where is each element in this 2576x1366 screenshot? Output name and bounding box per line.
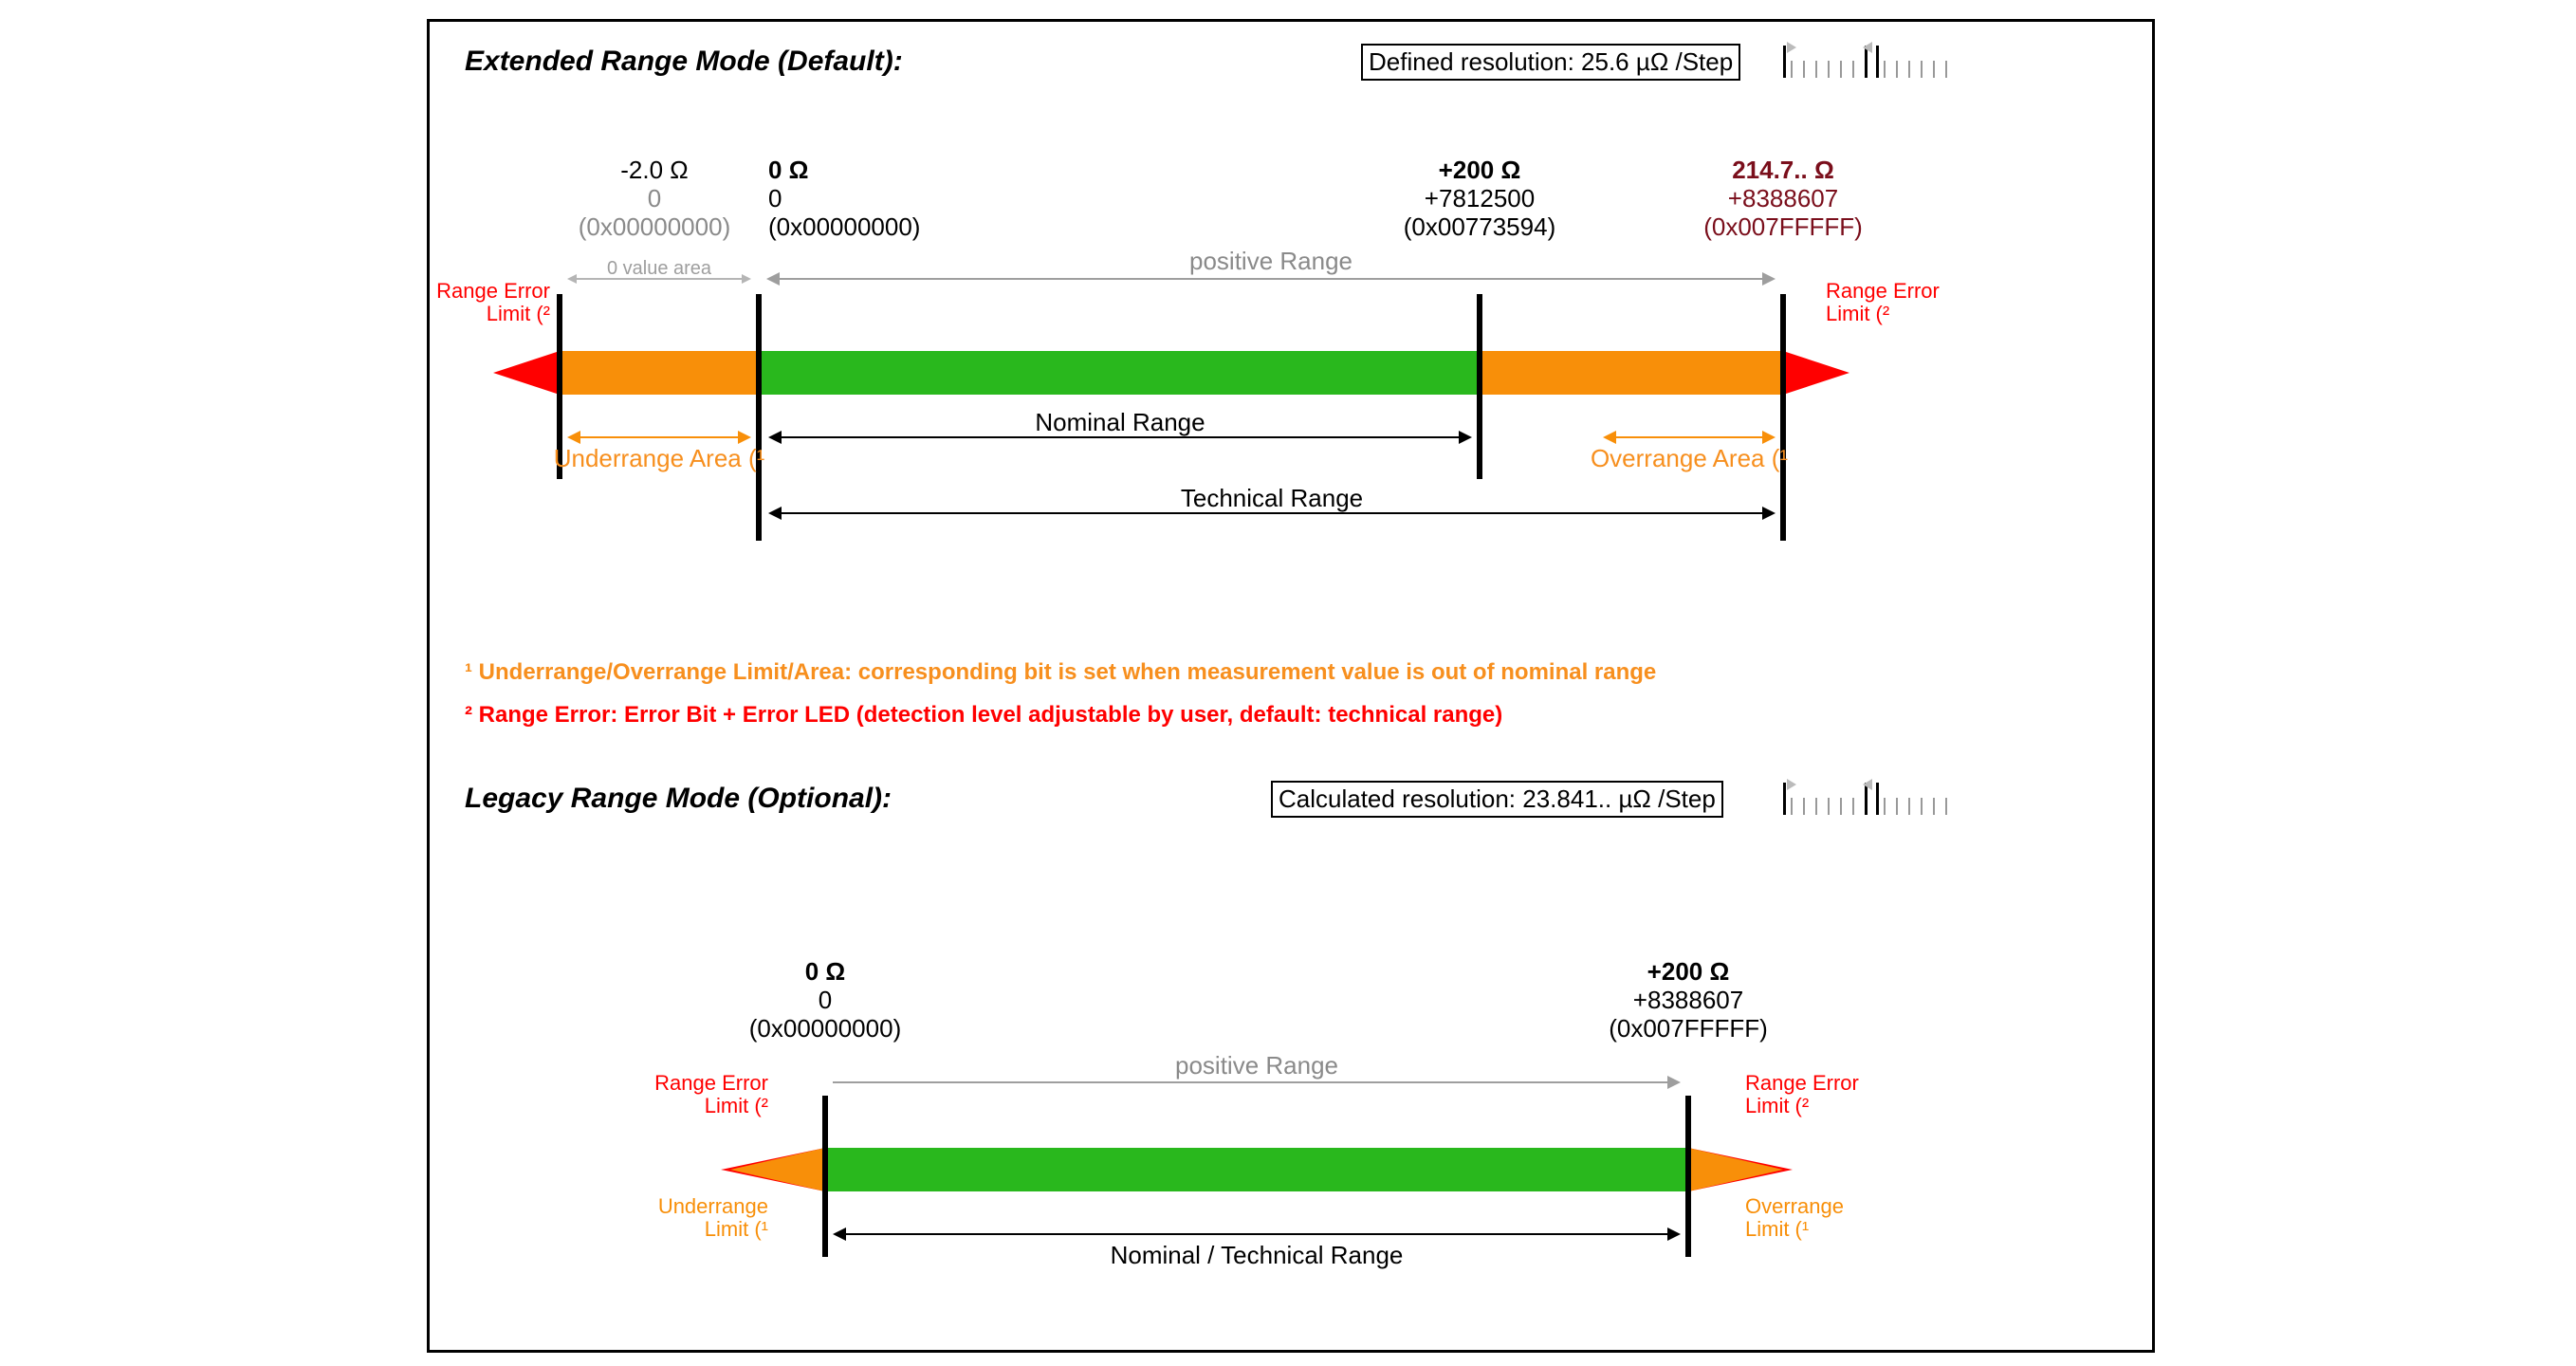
arrow-head-icon	[768, 431, 782, 444]
legacy-overrange-label: OverrangeLimit (¹	[1745, 1195, 1897, 1241]
arrow-head-icon	[567, 431, 580, 444]
scale-marker-label: 0 Ω0(0x00000000)	[702, 958, 948, 1043]
arrow-head-icon	[738, 431, 751, 444]
legacy-underrange-tri	[730, 1148, 825, 1191]
range-arrow-label: Technical Range	[1082, 484, 1462, 513]
arrow-head-icon	[768, 507, 782, 520]
range-arrow-label: 0 value area	[469, 258, 849, 280]
footnote-1: ¹ Underrange/Overrange Limit/Area: corre…	[465, 659, 1656, 686]
range-arrow-label: Nominal / Technical Range	[1067, 1241, 1446, 1270]
range-error-label-left: Range ErrorLimit (²	[398, 280, 550, 325]
range-arrow	[846, 1233, 1667, 1235]
footnote-2: ² Range Error: Error Bit + Error LED (de…	[465, 702, 1502, 729]
arrow-head-icon	[1667, 1228, 1681, 1241]
arrow-head-icon	[1762, 507, 1776, 520]
underrange-bar	[560, 351, 759, 395]
range-arrow	[1616, 436, 1762, 438]
scale-marker-label: 214.7.. Ω+8388607(0x007FFFFF)	[1660, 157, 1906, 242]
arrow-head-icon	[1667, 1076, 1681, 1089]
range-arrow-label: positive Range	[1067, 1051, 1446, 1080]
range-arrow	[780, 278, 1762, 280]
extended-resolution-box: Defined resolution: 25.6 µΩ /Step	[1361, 44, 1740, 81]
legacy-underrange-label: UnderrangeLimit (¹	[616, 1195, 768, 1241]
scale-tick	[822, 1096, 828, 1257]
range-arrow-label: positive Range	[1081, 247, 1461, 276]
legacy-overrange-tri	[1688, 1148, 1783, 1191]
range-error-triangle-right	[1783, 351, 1849, 395]
nominal-range-bar	[759, 351, 1480, 395]
extended-mode-title: Extended Range Mode (Default):	[465, 46, 903, 78]
range-error-label-right: Range ErrorLimit (²	[1826, 280, 1978, 325]
overrange-bar	[1480, 351, 1783, 395]
scale-tick	[756, 294, 762, 541]
scale-marker-label: +200 Ω+7812500(0x00773594)	[1356, 157, 1603, 242]
range-arrow-label: Overrange Area (¹	[1500, 444, 1879, 473]
scale-marker-label: 0 Ω0(0x00000000)	[768, 157, 1015, 242]
resolution-ruler-icon	[1783, 46, 1992, 83]
range-arrow	[833, 1081, 1667, 1083]
scale-tick	[1477, 294, 1482, 479]
arrow-head-icon	[1603, 431, 1616, 444]
scale-marker-label: -2.0 Ω0(0x00000000)	[531, 157, 778, 242]
arrow-head-icon	[1762, 431, 1776, 444]
range-arrow-label: Underrange Area (¹	[469, 444, 849, 473]
range-error-triangle-left	[493, 351, 560, 395]
scale-tick	[1685, 1096, 1691, 1257]
range-arrow-label: Nominal Range	[930, 408, 1310, 437]
range-arrow	[580, 436, 738, 438]
scale-marker-label: +200 Ω+8388607(0x007FFFFF)	[1565, 958, 1812, 1043]
legacy-mode-title: Legacy Range Mode (Optional):	[465, 783, 892, 815]
legacy-resolution-box: Calculated resolution: 23.841.. µΩ /Step	[1271, 781, 1723, 818]
arrow-head-icon	[1762, 272, 1776, 286]
scale-tick	[1780, 294, 1786, 541]
resolution-ruler-icon	[1783, 783, 1992, 821]
arrow-head-icon	[1459, 431, 1472, 444]
arrow-head-icon	[833, 1228, 846, 1241]
legacy-nominal-bar	[825, 1148, 1688, 1191]
legacy-range-error-left: Range ErrorLimit (²	[616, 1072, 768, 1117]
legacy-range-error-right: Range ErrorLimit (²	[1745, 1072, 1897, 1117]
